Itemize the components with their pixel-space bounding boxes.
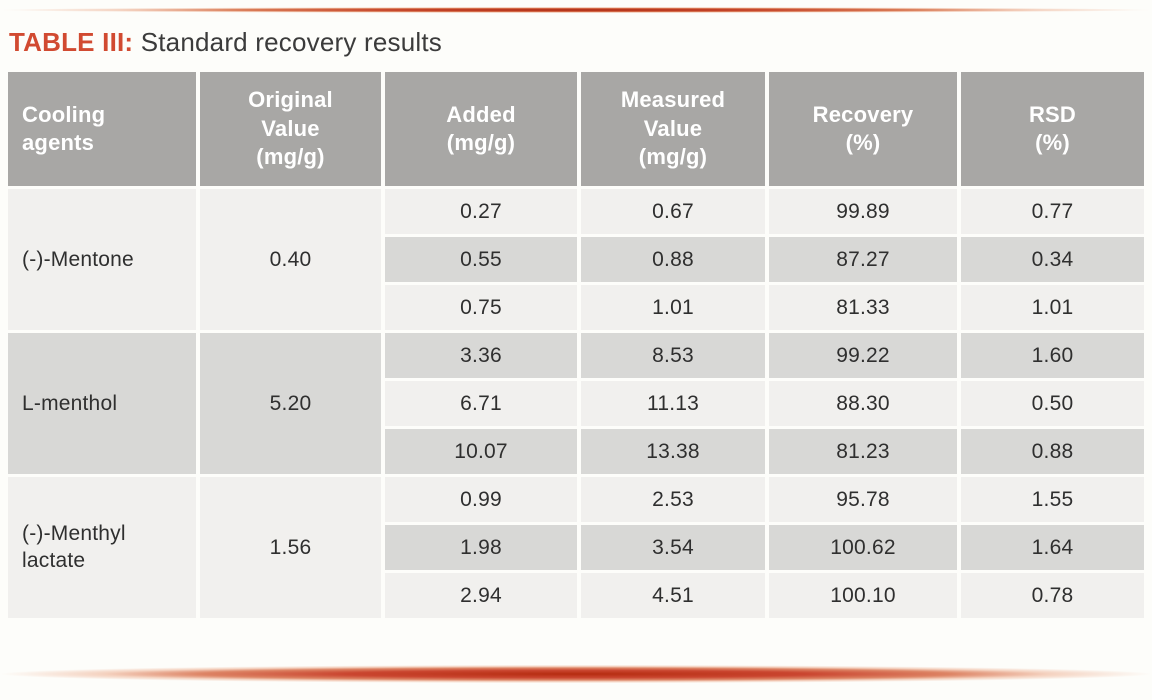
rsd-cell: 0.77 bbox=[961, 189, 1144, 235]
added-cell: 6.71 bbox=[385, 381, 577, 427]
table-title: TABLE III: Standard recovery results bbox=[9, 27, 1152, 58]
recovery-cell: 81.33 bbox=[769, 285, 957, 331]
column-header-original-value: Original Value (mg/g) bbox=[200, 72, 381, 187]
recovery-cell: 100.62 bbox=[769, 525, 957, 571]
cooling-agent-cell: (-)-Mentone bbox=[8, 189, 196, 331]
table-row: L-menthol 5.20 3.36 8.53 99.22 1.60 bbox=[8, 333, 1144, 475]
table-title-text: Standard recovery results bbox=[140, 27, 442, 57]
rsd-cell: 1.64 bbox=[961, 525, 1144, 571]
column-header-cooling-agents: Cooling agents bbox=[8, 72, 196, 187]
rsd-cell: 0.78 bbox=[961, 573, 1144, 619]
bottom-divider-rule bbox=[0, 665, 1152, 686]
column-header-measured-value: Measured Value (mg/g) bbox=[581, 72, 765, 187]
added-cell: 10.07 bbox=[385, 429, 577, 475]
table-row: 2.94 4.51 100.10 0.78 bbox=[8, 573, 1144, 619]
measured-value-cell: 11.13 bbox=[581, 381, 765, 427]
column-header-recovery: Recovery (%) bbox=[769, 72, 957, 187]
table-row: 0.75 1.01 81.33 1.01 bbox=[8, 285, 1144, 331]
added-cell: 2.94 bbox=[385, 573, 577, 619]
rsd-cell: 1.55 bbox=[961, 477, 1144, 523]
table-row: 10.07 13.38 81.23 0.88 bbox=[8, 429, 1144, 475]
recovery-cell: 81.23 bbox=[769, 429, 957, 475]
added-cell: 0.27 bbox=[385, 189, 577, 235]
measured-value-cell: 0.88 bbox=[581, 237, 765, 283]
recovery-cell: 100.10 bbox=[769, 573, 957, 619]
rsd-cell: 0.34 bbox=[961, 237, 1144, 283]
table-body: (-)-Mentone 0.40 0.27 0.67 99.89 0.77 0.55 0.88… bbox=[8, 189, 1144, 619]
recovery-cell: 87.27 bbox=[769, 237, 957, 283]
measured-value-cell: 13.38 bbox=[581, 429, 765, 475]
measured-value-cell: 0.67 bbox=[581, 189, 765, 235]
recovery-cell: 88.30 bbox=[769, 381, 957, 427]
recovery-cell: 95.78 bbox=[769, 477, 957, 523]
table-row: 6.71 11.13 88.30 0.50 bbox=[8, 381, 1144, 427]
rsd-cell: 1.01 bbox=[961, 285, 1144, 331]
original-value-cell: 5.20 bbox=[200, 333, 381, 475]
top-divider-rule bbox=[0, 7, 1152, 13]
table-row: (-)-Mentone 0.40 0.27 0.67 99.89 0.77 bbox=[8, 189, 1144, 331]
cooling-agent-cell: L-menthol bbox=[8, 333, 196, 475]
recovery-table: Cooling agents Original Value (mg/g) Add… bbox=[4, 69, 1148, 621]
added-cell: 0.55 bbox=[385, 237, 577, 283]
added-cell: 1.98 bbox=[385, 525, 577, 571]
cooling-agent-cell: (-)-Menthyl lactate bbox=[8, 477, 196, 619]
original-value-cell: 1.56 bbox=[200, 477, 381, 619]
column-header-added: Added (mg/g) bbox=[385, 72, 577, 187]
column-header-rsd: RSD (%) bbox=[961, 72, 1144, 187]
recovery-cell: 99.89 bbox=[769, 189, 957, 235]
rsd-cell: 0.88 bbox=[961, 429, 1144, 475]
rsd-cell: 0.50 bbox=[961, 381, 1144, 427]
measured-value-cell: 2.53 bbox=[581, 477, 765, 523]
measured-value-cell: 3.54 bbox=[581, 525, 765, 571]
table-row: 1.98 3.54 100.62 1.64 bbox=[8, 525, 1144, 571]
added-cell: 0.99 bbox=[385, 477, 577, 523]
measured-value-cell: 1.01 bbox=[581, 285, 765, 331]
table-row: (-)-Menthyl lactate 1.56 0.99 2.53 95.78 1.55 bbox=[8, 477, 1144, 619]
added-cell: 3.36 bbox=[385, 333, 577, 379]
recovery-cell: 99.22 bbox=[769, 333, 957, 379]
measured-value-cell: 8.53 bbox=[581, 333, 765, 379]
rsd-cell: 1.60 bbox=[961, 333, 1144, 379]
original-value-cell: 0.40 bbox=[200, 189, 381, 331]
added-cell: 0.75 bbox=[385, 285, 577, 331]
measured-value-cell: 4.51 bbox=[581, 573, 765, 619]
table-header-row: Cooling agents Original Value (mg/g) Add… bbox=[8, 72, 1144, 187]
table-row: 0.55 0.88 87.27 0.34 bbox=[8, 237, 1144, 283]
table-title-label: TABLE III: bbox=[9, 27, 134, 57]
